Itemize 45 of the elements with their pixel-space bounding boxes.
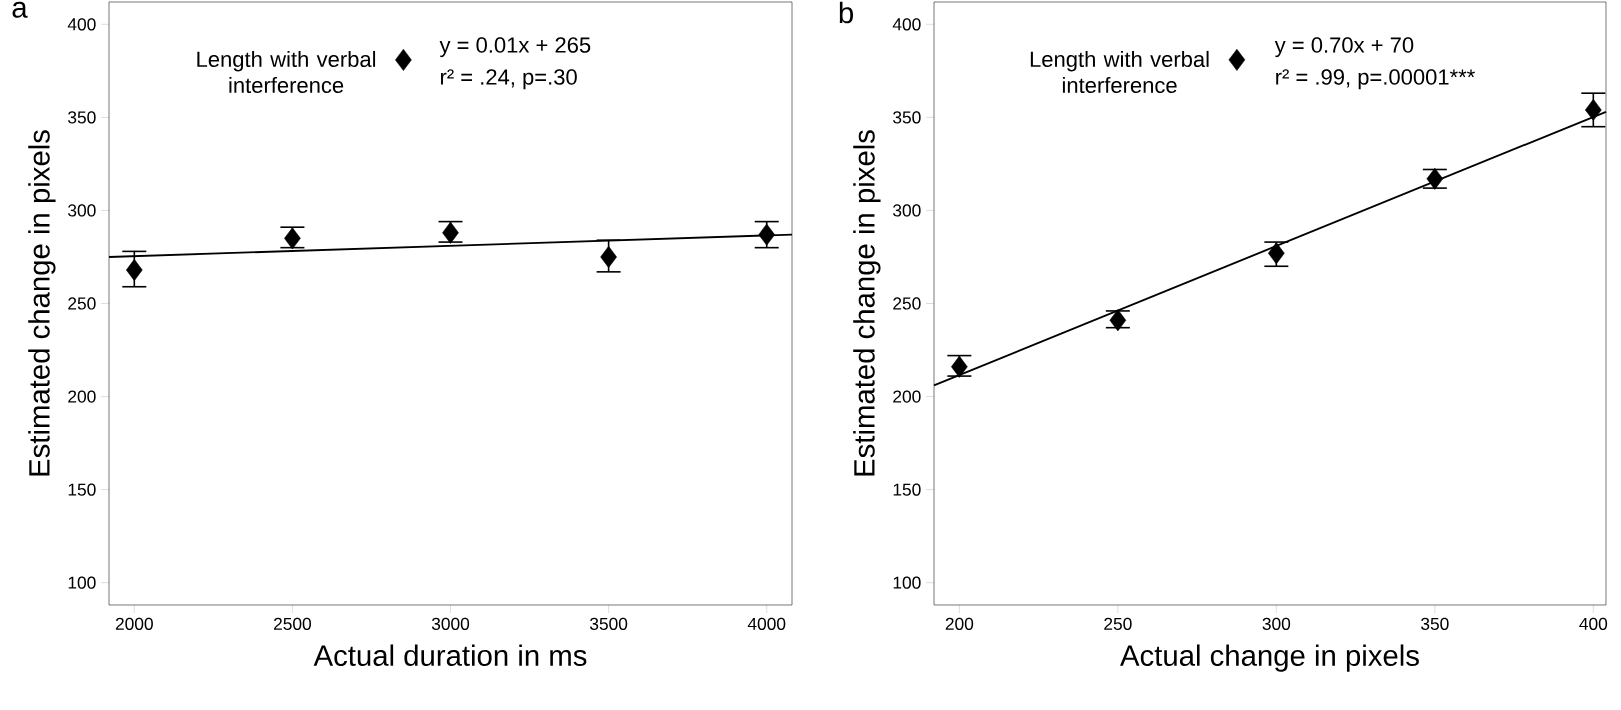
- point: [284, 227, 301, 250]
- point: [1268, 242, 1285, 265]
- point: [442, 221, 459, 244]
- y-tick-label: 100: [893, 576, 921, 589]
- y-tick-label: 350: [893, 111, 921, 124]
- x-tick-label: 300: [1262, 617, 1291, 630]
- x-tick-label: 2000: [115, 617, 153, 630]
- x-tick-label: 3500: [590, 617, 628, 630]
- y-tick-label: 150: [893, 483, 921, 496]
- point: [600, 246, 617, 268]
- x-axis-title: Actual change in pixels: [1120, 644, 1419, 672]
- y-tick-label: 300: [68, 204, 96, 217]
- y-axis-title: Estimated change in pixels: [28, 130, 56, 476]
- point: [951, 355, 968, 378]
- y-tick-label: 250: [893, 297, 921, 310]
- chart-title: b: [839, 1, 853, 24]
- point: [1585, 99, 1602, 121]
- y-tick-label: 100: [68, 576, 96, 589]
- point: [126, 259, 143, 281]
- x-axis-title: Actual duration in ms: [313, 644, 587, 666]
- y-tick-label: 150: [68, 483, 96, 496]
- annotation: y = 0.70x + 70: [1274, 37, 1414, 58]
- y-tick-label: 200: [893, 390, 921, 403]
- x-tick-label: 4000: [747, 617, 786, 630]
- y-tick-label: 200: [68, 390, 96, 403]
- annotation: y = 0.01x + 265: [439, 37, 591, 58]
- chart-title: a: [12, 1, 28, 18]
- x-tick-label: 350: [1421, 617, 1449, 630]
- x-tick-label: 400: [1579, 617, 1608, 630]
- point: [758, 223, 775, 246]
- annotation: r² = .99, p=.00001***: [1276, 69, 1475, 90]
- point: [1109, 309, 1127, 332]
- legend-label: Length with verbal interference: [197, 50, 376, 94]
- y-tick-label: 400: [67, 18, 96, 31]
- x-tick-label: 250: [1104, 617, 1132, 630]
- y-tick-label: 300: [893, 204, 921, 217]
- x-tick-label: 2500: [274, 617, 312, 630]
- y-tick-label: 350: [68, 111, 96, 124]
- y-tick-label: 250: [68, 297, 96, 310]
- y-axis-title: Estimated change in pixels: [853, 130, 881, 476]
- legend-label: Length with verbal interference: [1030, 50, 1209, 94]
- y-tick-label: 400: [892, 18, 921, 31]
- x-tick-label: 3000: [431, 617, 470, 630]
- annotation: r² = .24, p=.30: [440, 69, 577, 90]
- x-tick-label: 200: [945, 617, 974, 630]
